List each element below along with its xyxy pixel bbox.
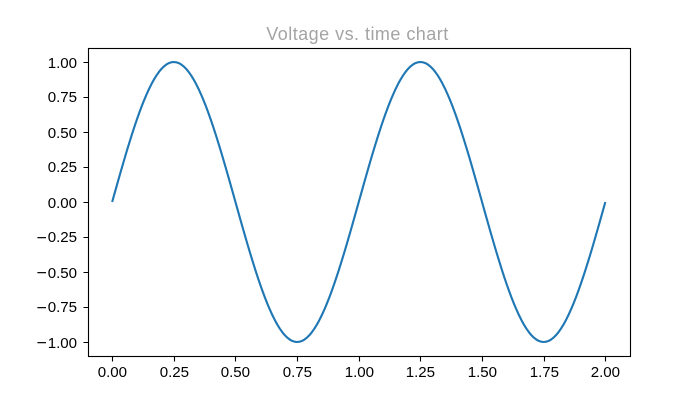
svg-text:0.75: 0.75 [283, 364, 312, 381]
svg-text:1.75: 1.75 [530, 364, 559, 381]
svg-text:1.00: 1.00 [48, 335, 77, 352]
svg-text:1.00: 1.00 [48, 55, 77, 72]
svg-text:0.75: 0.75 [48, 89, 77, 106]
svg-text:1.00: 1.00 [345, 364, 374, 381]
svg-text:0.25: 0.25 [160, 364, 189, 381]
svg-text:0.75: 0.75 [48, 299, 77, 316]
svg-text:0.00: 0.00 [98, 364, 127, 381]
svg-text:1.25: 1.25 [406, 364, 435, 381]
svg-text:0.50: 0.50 [48, 125, 77, 142]
svg-text:0.25: 0.25 [48, 159, 77, 176]
svg-text:1.50: 1.50 [468, 364, 497, 381]
svg-text:0.25: 0.25 [48, 229, 77, 246]
svg-text:Voltage vs. time chart: Voltage vs. time chart [266, 24, 448, 44]
svg-text:2.00: 2.00 [591, 364, 620, 381]
svg-text:0.50: 0.50 [221, 364, 250, 381]
svg-text:0.00: 0.00 [48, 195, 77, 212]
svg-text:0.50: 0.50 [48, 265, 77, 282]
